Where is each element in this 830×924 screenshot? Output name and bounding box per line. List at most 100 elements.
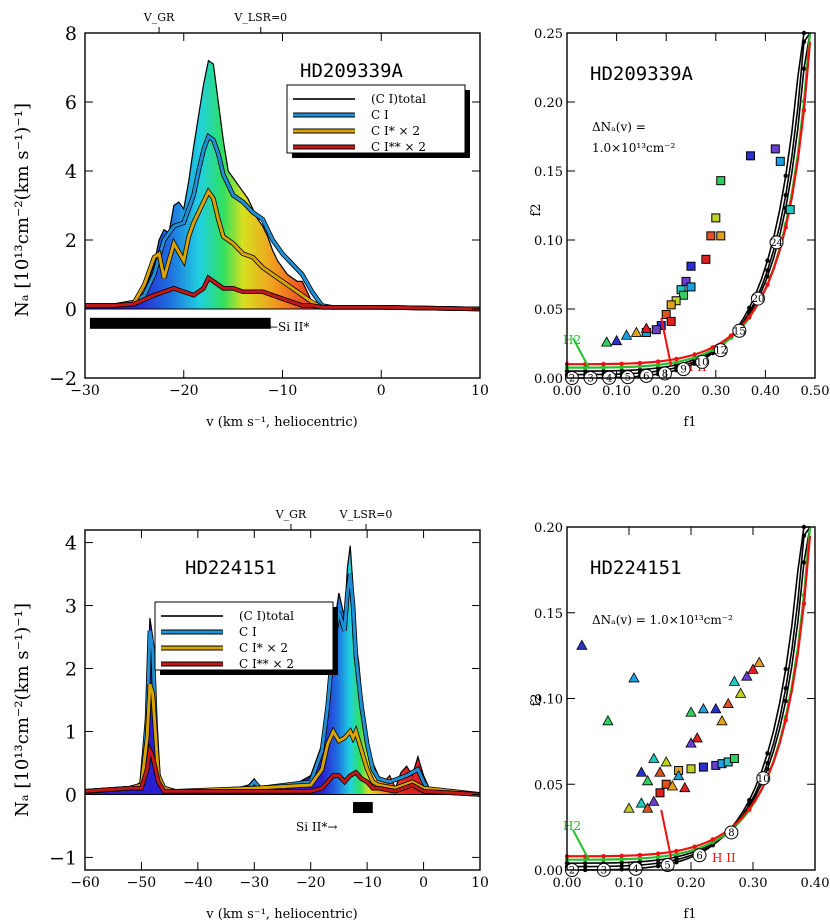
y-tick-label: 0.20 (534, 96, 563, 111)
hii-arrow (660, 317, 673, 367)
curve-point (801, 601, 807, 606)
curve-point (747, 806, 752, 812)
curve-density-label: 8 (728, 828, 734, 839)
curve-density-label: 20 (752, 294, 765, 305)
data-square (679, 290, 689, 300)
data-triangle (666, 780, 679, 791)
curve-point (801, 39, 807, 45)
data-triangle (716, 714, 728, 726)
curve-density-label: 2 (569, 865, 575, 876)
y-tick-label: 0.25 (534, 27, 563, 42)
y-axis-title: Nₐ [10¹³cm⁻²(km s⁻¹)⁻¹] (12, 103, 33, 317)
curve-point (747, 314, 752, 319)
x-tick-label: 0.30 (739, 876, 768, 891)
y-tick-label: 0.15 (534, 607, 563, 622)
x-tick-label: 0.20 (652, 384, 681, 399)
chart-title: HD209339A (300, 60, 404, 82)
curve-density-circle (657, 366, 672, 381)
curve-density-circle (732, 323, 747, 338)
x-tick-label: 0.40 (801, 876, 830, 891)
legend-label: C I (239, 625, 257, 639)
data-square (686, 282, 696, 292)
curve-point (710, 837, 716, 842)
x-tick-label: −60 (70, 875, 100, 891)
curve-density-circle (692, 848, 707, 863)
x-tick-label: −30 (240, 875, 270, 891)
x-tick-label: 0 (419, 875, 428, 891)
annotation-line-2: 1.0×10¹³cm⁻² (592, 141, 675, 155)
data-square (711, 213, 721, 223)
x-axis-title: v (km s⁻¹, heliocentric) (205, 415, 357, 430)
curve-density-label: 5 (664, 860, 670, 871)
annotation-line-1: ΔNₐ(v) = 1.0×10¹³cm⁻² (592, 613, 733, 627)
data-square (770, 144, 780, 154)
data-triangle (576, 639, 588, 650)
curve-point (601, 857, 606, 862)
curve-density-label: 2 (569, 373, 575, 384)
data-triangle (691, 732, 703, 743)
data-triangle (635, 797, 648, 808)
x-tick-label: 0.40 (751, 384, 780, 399)
curve-point (728, 333, 734, 338)
data-triangle (660, 756, 672, 767)
y-tick-label: 8 (65, 23, 77, 45)
series-line-ci (85, 188, 481, 311)
data-triangle (741, 670, 753, 681)
curve-point (655, 860, 661, 866)
panel-bottom-left: HD224151 v (km s⁻¹, heliocentric) Nₐ [10… (12, 557, 358, 922)
curve-point (637, 367, 643, 372)
model-curve (566, 535, 812, 858)
curve-point (619, 853, 624, 859)
curve-point (637, 364, 643, 369)
curve-point (619, 857, 624, 862)
y-tick-label: −2 (49, 368, 77, 390)
curve-point (783, 686, 788, 691)
data-triangle (722, 697, 734, 709)
plot-frame (566, 32, 816, 379)
curve-point (674, 359, 679, 365)
curve-point (601, 368, 606, 374)
x-tick-label: −20 (169, 383, 199, 399)
legend-label: (C I)total (371, 92, 426, 106)
x-tick-label: 0 (377, 383, 386, 399)
x-tick-label: −10 (352, 875, 382, 891)
data-square (701, 254, 711, 264)
curve-point (674, 356, 679, 362)
curve-density-circle (724, 825, 739, 840)
curve-density-circle (713, 343, 728, 358)
x-tick-label: 0.10 (602, 384, 631, 399)
curve-point (601, 365, 606, 370)
curve-point (601, 853, 606, 859)
y-tick-label: 4 (65, 161, 77, 183)
curve-density-label: 8 (662, 369, 668, 380)
curve-density-label: 10 (696, 357, 709, 368)
x-tick-label: −40 (183, 875, 213, 891)
curve-point (801, 66, 807, 71)
model-curve (566, 32, 811, 372)
data-square (716, 231, 726, 241)
annotation-line-1: ΔNₐ(v) = (592, 120, 646, 134)
curve-density-label: 3 (587, 373, 593, 384)
si-ii-band (89, 317, 271, 329)
curve-density-label: 4 (606, 373, 612, 384)
data-triangle (648, 752, 660, 763)
x-tick-label: 0.00 (553, 876, 582, 891)
data-triangle (679, 781, 691, 793)
curve-density-label: 10 (757, 774, 770, 785)
curve-density-circle (769, 235, 784, 250)
y-tick-label: 2 (65, 659, 77, 681)
curve-point (619, 863, 624, 869)
data-square (729, 754, 739, 764)
curve-point (783, 173, 788, 179)
data-square (775, 156, 785, 166)
legend-box (154, 601, 334, 671)
data-triangle (654, 766, 666, 777)
legend-label: (C I)total (239, 609, 294, 623)
curve-point (655, 362, 661, 368)
curve-point (655, 851, 661, 856)
curve-point (637, 852, 643, 858)
x-tick-label: 0.30 (701, 384, 730, 399)
data-triangle (641, 774, 654, 786)
curve-density-circle (639, 368, 654, 383)
data-square (785, 205, 795, 215)
